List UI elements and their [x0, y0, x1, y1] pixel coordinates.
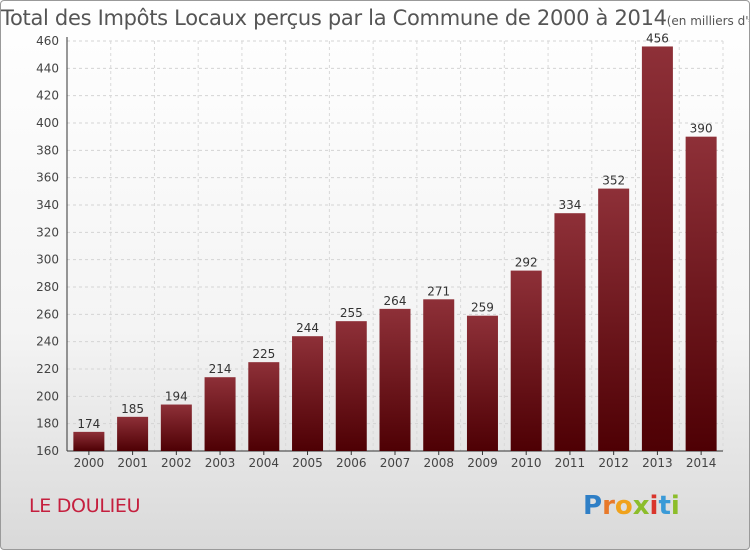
- y-tick-label: 440: [36, 61, 59, 75]
- logo-letter: t: [658, 491, 671, 521]
- bar: [248, 362, 280, 451]
- y-tick-label: 260: [36, 307, 59, 321]
- x-tick-label: 2012: [598, 456, 629, 470]
- bar: [379, 308, 411, 451]
- bar: [292, 336, 324, 451]
- y-tick-label: 420: [36, 89, 59, 103]
- bar: [685, 136, 717, 451]
- value-label: 185: [121, 402, 144, 416]
- value-label: 174: [77, 417, 100, 431]
- logo-letter: i: [649, 491, 659, 521]
- x-tick-label: 2007: [380, 456, 411, 470]
- value-label: 244: [296, 321, 319, 335]
- y-tick-label: 340: [36, 198, 59, 212]
- logo-letter: r: [602, 491, 615, 521]
- y-tick-label: 360: [36, 171, 59, 185]
- x-tick-label: 2000: [74, 456, 105, 470]
- bar: [423, 299, 455, 451]
- value-label: 334: [558, 198, 581, 212]
- value-labels: 174 185 194 214 225 244 255 264 271 259 292 334 352 4…: [77, 31, 712, 430]
- value-label: 264: [384, 294, 407, 308]
- bar: [160, 404, 192, 451]
- x-tick-label: 2014: [686, 456, 717, 470]
- y-tick-label: 380: [36, 143, 59, 157]
- value-label: 456: [646, 31, 669, 45]
- bar: [641, 46, 673, 451]
- bar: [598, 188, 630, 451]
- y-tick-label: 280: [36, 280, 59, 294]
- y-tick-label: 200: [36, 389, 59, 403]
- y-tick-label: 220: [36, 362, 59, 376]
- y-tick-label: 240: [36, 335, 59, 349]
- x-tick-label: 2011: [555, 456, 586, 470]
- y-tick-label: 400: [36, 116, 59, 130]
- x-tick-label: 2004: [249, 456, 280, 470]
- title-row: Total des Impôts Locaux perçus par la Co…: [1, 6, 749, 30]
- y-tick-label: 160: [36, 444, 59, 458]
- bar: [510, 270, 542, 451]
- chart-title: Total des Impôts Locaux perçus par la Co…: [1, 6, 667, 30]
- logo-letter: x: [632, 491, 650, 521]
- value-label: 271: [427, 284, 450, 298]
- x-tick-label: 2001: [117, 456, 148, 470]
- logo-letter: P: [583, 491, 603, 521]
- value-label: 194: [165, 390, 188, 404]
- chart-unit-note: (en milliers d'€): [666, 14, 749, 28]
- commune-name: LE DOULIEU: [29, 495, 141, 517]
- y-tick-labels: 160 180 200 220 240 260 280 300 320 340 360 380 400 4…: [36, 34, 59, 458]
- value-label: 352: [602, 174, 625, 188]
- y-tick-label: 460: [36, 34, 59, 48]
- bar: [73, 431, 105, 451]
- bar: [204, 377, 236, 451]
- value-label: 390: [690, 122, 713, 136]
- bar: [554, 213, 586, 451]
- x-tick-label: 2009: [467, 456, 498, 470]
- value-label: 214: [209, 362, 232, 376]
- value-label: 292: [515, 256, 538, 270]
- x-tick-label: 2013: [642, 456, 673, 470]
- bars: [73, 46, 717, 451]
- x-tick-label: 2006: [336, 456, 367, 470]
- x-tick-label: 2010: [511, 456, 542, 470]
- value-label: 259: [471, 301, 494, 315]
- y-tick-label: 300: [36, 253, 59, 267]
- bar: [117, 416, 149, 451]
- x-tick-labels: 2000 2001 2002 2003 2004 2005 2006 2007 2008 2009…: [74, 456, 717, 470]
- value-label: 255: [340, 306, 363, 320]
- x-tick-label: 2008: [423, 456, 454, 470]
- bar: [335, 321, 367, 451]
- x-tick-label: 2003: [205, 456, 236, 470]
- x-tick-label: 2005: [292, 456, 323, 470]
- bar: [466, 315, 498, 451]
- proxiti-logo: Proxiti: [583, 491, 680, 521]
- logo-letter: o: [614, 491, 633, 521]
- y-tick-label: 180: [36, 417, 59, 431]
- logo-letter: i: [670, 491, 680, 521]
- value-label: 225: [252, 347, 275, 361]
- x-tick-label: 2002: [161, 456, 192, 470]
- y-tick-label: 320: [36, 225, 59, 239]
